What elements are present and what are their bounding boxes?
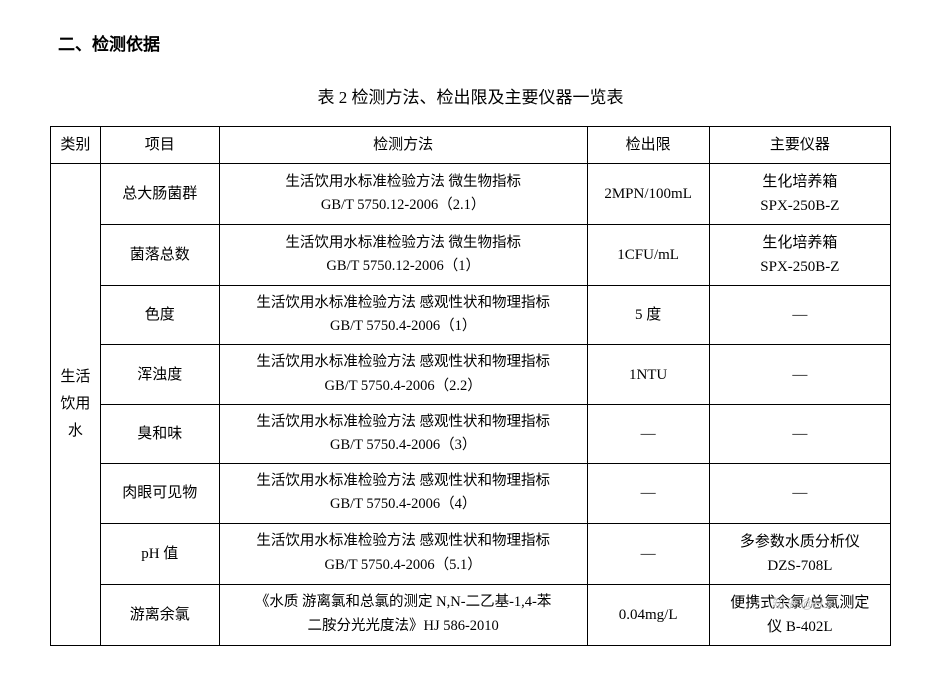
limit-cell: 5 度 — [587, 286, 709, 345]
instrument-cell: — — [709, 345, 890, 404]
header-instrument: 主要仪器 — [709, 127, 890, 164]
method-cell: 生活饮用水标准检验方法 感观性状和物理指标GB/T 5750.4-2006（3） — [219, 404, 587, 463]
table-row: 色度生活饮用水标准检验方法 感观性状和物理指标GB/T 5750.4-2006（… — [51, 286, 891, 345]
method-cell: 生活饮用水标准检验方法 感观性状和物理指标GB/T 5750.4-2006（4） — [219, 464, 587, 523]
instrument-cell: 多参数水质分析仪DZS-708L — [709, 523, 890, 584]
page-container: 二、检测依据 表 2 检测方法、检出限及主要仪器一览表 类别 项目 检测方法 检… — [50, 30, 891, 646]
table-header-row: 类别 项目 检测方法 检出限 主要仪器 — [51, 127, 891, 164]
item-cell: 浑浊度 — [100, 345, 219, 404]
header-method: 检测方法 — [219, 127, 587, 164]
method-cell: 生活饮用水标准检验方法 感观性状和物理指标GB/T 5750.4-2006（2.… — [219, 345, 587, 404]
method-cell: 生活饮用水标准检验方法 感观性状和物理指标GB/T 5750.4-2006（5.… — [219, 523, 587, 584]
item-cell: 菌落总数 — [100, 225, 219, 286]
table-row: pH 值生活饮用水标准检验方法 感观性状和物理指标GB/T 5750.4-200… — [51, 523, 891, 584]
section-heading: 二、检测依据 — [58, 30, 891, 55]
table-row: 浑浊度生活饮用水标准检验方法 感观性状和物理指标GB/T 5750.4-2006… — [51, 345, 891, 404]
limit-cell: — — [587, 464, 709, 523]
item-cell: 总大肠菌群 — [100, 164, 219, 225]
table-body: 生活饮用水 总大肠菌群生活饮用水标准检验方法 微生物指标GB/T 5750.12-… — [51, 164, 891, 646]
method-cell: 生活饮用水标准检验方法 微生物指标GB/T 5750.12-2006（1） — [219, 225, 587, 286]
method-cell: 生活饮用水标准检验方法 感观性状和物理指标GB/T 5750.4-2006（1） — [219, 286, 587, 345]
header-limit: 检出限 — [587, 127, 709, 164]
table-row: 菌落总数生活饮用水标准检验方法 微生物指标GB/T 5750.12-2006（1… — [51, 225, 891, 286]
limit-cell: — — [587, 404, 709, 463]
limit-cell: 1NTU — [587, 345, 709, 404]
instrument-cell: — — [709, 286, 890, 345]
item-cell: 色度 — [100, 286, 219, 345]
item-cell: 肉眼可见物 — [100, 464, 219, 523]
table-row: 臭和味生活饮用水标准检验方法 感观性状和物理指标GB/T 5750.4-2006… — [51, 404, 891, 463]
category-cell: 生活饮用水 — [51, 164, 101, 646]
limit-cell: 2MPN/100mL — [587, 164, 709, 225]
instrument-cell: 便携式余氯/总氯测定仪 B-402L — [709, 584, 890, 645]
item-cell: 游离余氯 — [100, 584, 219, 645]
method-cell: 生活饮用水标准检验方法 微生物指标GB/T 5750.12-2006（2.1） — [219, 164, 587, 225]
limit-cell: 1CFU/mL — [587, 225, 709, 286]
table-title: 表 2 检测方法、检出限及主要仪器一览表 — [50, 83, 891, 108]
table-row: 肉眼可见物生活饮用水标准检验方法 感观性状和物理指标GB/T 5750.4-20… — [51, 464, 891, 523]
category-label: 生活饮用水 — [55, 364, 96, 445]
header-category: 类别 — [51, 127, 101, 164]
header-item: 项目 — [100, 127, 219, 164]
instrument-cell: 生化培养箱SPX-250B-Z — [709, 225, 890, 286]
instrument-cell: — — [709, 404, 890, 463]
instrument-cell: — — [709, 464, 890, 523]
item-cell: 臭和味 — [100, 404, 219, 463]
method-cell: 《水质 游离氯和总氯的测定 N,N-二乙基-1,4-苯二胺分光光度法》HJ 58… — [219, 584, 587, 645]
table-row: 游离余氯《水质 游离氯和总氯的测定 N,N-二乙基-1,4-苯二胺分光光度法》H… — [51, 584, 891, 645]
limit-cell: 0.04mg/L — [587, 584, 709, 645]
item-cell: pH 值 — [100, 523, 219, 584]
table-row: 生活饮用水总大肠菌群生活饮用水标准检验方法 微生物指标GB/T 5750.12-… — [51, 164, 891, 225]
limit-cell: — — [587, 523, 709, 584]
detection-table: 类别 项目 检测方法 检出限 主要仪器 生活饮用水总大肠菌群生活饮用水标准检验方… — [50, 126, 891, 646]
instrument-cell: 生化培养箱SPX-250B-Z — [709, 164, 890, 225]
